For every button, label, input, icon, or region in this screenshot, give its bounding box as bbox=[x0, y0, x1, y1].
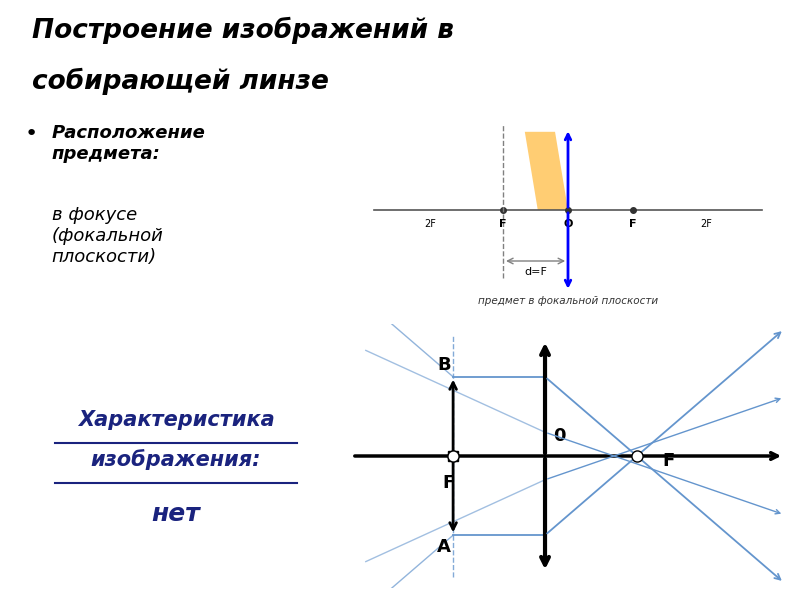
Text: 2F: 2F bbox=[700, 219, 712, 229]
Text: собирающей линзе: собирающей линзе bbox=[32, 67, 329, 95]
Text: •: • bbox=[25, 124, 38, 145]
Text: 0: 0 bbox=[554, 427, 566, 445]
Text: Характеристика: Характеристика bbox=[78, 410, 274, 430]
Text: 2F: 2F bbox=[424, 219, 436, 229]
Text: предмет в фокальной плоскости: предмет в фокальной плоскости bbox=[478, 295, 658, 305]
Text: A: A bbox=[437, 538, 451, 556]
Text: F: F bbox=[499, 219, 507, 229]
Text: F: F bbox=[629, 219, 637, 229]
Text: d=F: d=F bbox=[524, 266, 547, 277]
Text: Построение изображений в: Построение изображений в bbox=[32, 17, 454, 44]
Text: в фокусе
(фокальной
плоскости): в фокусе (фокальной плоскости) bbox=[52, 206, 163, 266]
Polygon shape bbox=[525, 132, 568, 210]
Text: B: B bbox=[437, 356, 450, 374]
Text: F: F bbox=[662, 452, 674, 470]
Text: Расположение
предмета:: Расположение предмета: bbox=[52, 124, 206, 163]
Text: F: F bbox=[442, 475, 454, 493]
Text: нет: нет bbox=[152, 502, 200, 526]
Text: изображения:: изображения: bbox=[90, 449, 262, 470]
Text: O: O bbox=[563, 219, 573, 229]
